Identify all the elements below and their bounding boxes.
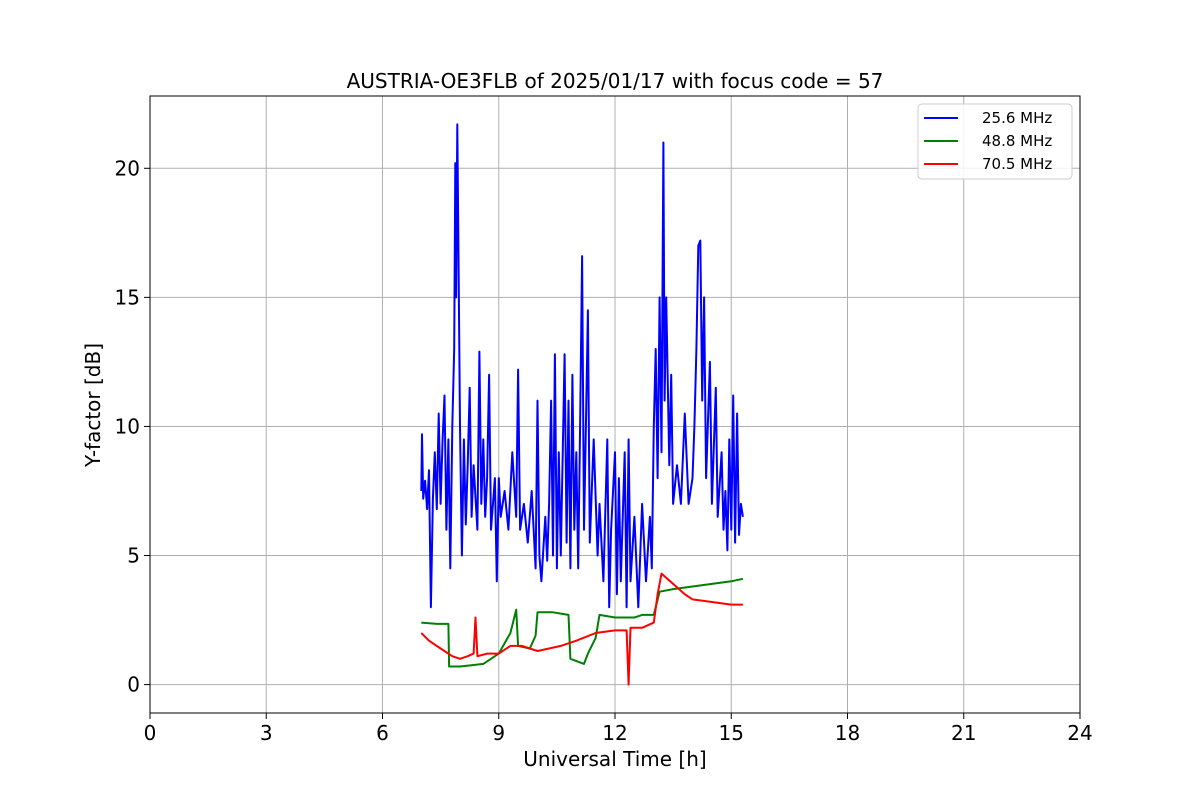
legend-entry: 70.5 MHz xyxy=(982,155,1052,173)
y-tick-label: 0 xyxy=(127,673,140,697)
y-tick-label: 20 xyxy=(115,156,140,180)
y-tick-label: 5 xyxy=(127,544,140,568)
x-tick-label: 12 xyxy=(602,721,627,745)
legend-entry: 25.6 MHz xyxy=(982,109,1052,127)
series-line xyxy=(420,123,744,609)
x-tick-label: 18 xyxy=(835,721,860,745)
x-tick-label: 24 xyxy=(1067,721,1092,745)
x-tick-label: 6 xyxy=(376,721,389,745)
x-tick-label: 15 xyxy=(719,721,744,745)
legend: 25.6 MHz 48.8 MHz 70.5 MHz xyxy=(917,103,1073,180)
axis-ticks: 0 3 6 9 12 15 18 21 24 0 5 10 15 20 xyxy=(115,156,1093,745)
series-line xyxy=(421,577,744,668)
x-axis-label: Universal Time [h] xyxy=(523,747,706,771)
chart-title: AUSTRIA-OE3FLB of 2025/01/17 with focus … xyxy=(347,69,884,93)
x-tick-label: 21 xyxy=(951,721,976,745)
legend-entry: 48.8 MHz xyxy=(982,132,1052,150)
y-tick-label: 10 xyxy=(115,414,140,438)
y-axis-label: Y-factor [dB] xyxy=(81,343,105,468)
x-tick-label: 3 xyxy=(260,721,273,745)
legend-box xyxy=(917,103,1073,180)
series-line xyxy=(420,572,743,686)
series-group xyxy=(420,123,744,686)
x-tick-label: 9 xyxy=(492,721,505,745)
x-tick-label: 0 xyxy=(144,721,157,745)
y-tick-label: 15 xyxy=(115,285,140,309)
